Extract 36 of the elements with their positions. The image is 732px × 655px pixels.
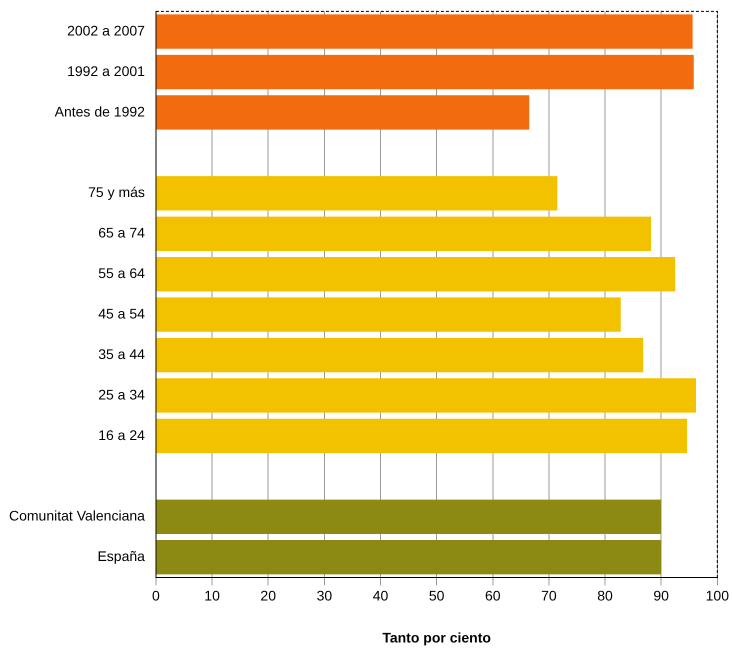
x-tick-label: 10 bbox=[204, 588, 220, 604]
bar bbox=[156, 54, 694, 90]
bar bbox=[156, 95, 530, 130]
y-tick-label: Antes de 1992 bbox=[54, 103, 146, 120]
y-tick-label: Comunitat Valenciana bbox=[8, 508, 146, 524]
x-axis-title: Tanto por ciento bbox=[382, 629, 491, 646]
y-tick-label: España bbox=[97, 548, 146, 564]
x-tick-label: 30 bbox=[316, 588, 332, 604]
bar bbox=[156, 14, 693, 49]
x-tick-label: 0 bbox=[152, 588, 160, 604]
bar bbox=[156, 216, 652, 251]
bar bbox=[156, 500, 662, 534]
bar bbox=[156, 378, 696, 413]
bar bbox=[156, 338, 644, 372]
x-tick-label: 60 bbox=[484, 588, 501, 604]
x-tick-label: 40 bbox=[372, 588, 388, 604]
bar bbox=[156, 418, 688, 454]
x-tick-label: 100 bbox=[706, 588, 730, 604]
x-tick-label: 50 bbox=[428, 588, 445, 604]
y-tick-label: 35 a 44 bbox=[98, 346, 146, 362]
y-tick-label: 75 y más bbox=[88, 184, 145, 200]
y-tick-label: 55 a 64 bbox=[98, 265, 146, 282]
y-tick-label: 65 a 74 bbox=[98, 224, 146, 241]
bar bbox=[156, 257, 676, 292]
bar bbox=[156, 540, 662, 574]
y-tick-label: 2002 a 2007 bbox=[67, 22, 146, 38]
x-tick-label: 70 bbox=[541, 588, 557, 604]
x-tick-label: 80 bbox=[597, 588, 614, 604]
bar bbox=[156, 176, 558, 211]
bar bbox=[156, 297, 621, 332]
y-tick-label: 25 a 34 bbox=[98, 386, 146, 402]
y-tick-label: 1992 a 2001 bbox=[67, 62, 146, 79]
x-tick-label: 20 bbox=[260, 588, 276, 604]
y-tick-label: 45 a 54 bbox=[98, 305, 146, 322]
y-tick-label: 16 a 24 bbox=[98, 426, 146, 443]
x-tick-label: 90 bbox=[653, 588, 670, 604]
